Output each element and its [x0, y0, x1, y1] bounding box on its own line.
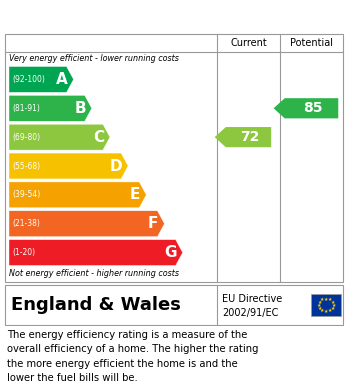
Polygon shape — [215, 127, 271, 147]
Text: ★: ★ — [320, 297, 324, 302]
Text: ★: ★ — [317, 305, 322, 310]
Text: 2002/91/EC: 2002/91/EC — [222, 308, 278, 317]
Text: ★: ★ — [327, 308, 332, 313]
Polygon shape — [274, 98, 338, 118]
Text: (92-100): (92-100) — [12, 75, 45, 84]
Polygon shape — [9, 240, 183, 265]
Text: ★: ★ — [330, 300, 335, 305]
Text: EU Directive: EU Directive — [222, 294, 282, 304]
Text: Energy Efficiency Rating: Energy Efficiency Rating — [12, 9, 222, 23]
Text: Very energy efficient - lower running costs: Very energy efficient - lower running co… — [9, 54, 179, 63]
Text: England & Wales: England & Wales — [11, 296, 181, 314]
Polygon shape — [9, 153, 128, 179]
Text: D: D — [110, 158, 122, 174]
Text: Not energy efficient - higher running costs: Not energy efficient - higher running co… — [9, 269, 179, 278]
Text: C: C — [93, 130, 104, 145]
Text: (1-20): (1-20) — [12, 248, 35, 257]
Text: (39-54): (39-54) — [12, 190, 40, 199]
Text: B: B — [74, 101, 86, 116]
Text: ★: ★ — [330, 305, 335, 310]
Polygon shape — [9, 211, 165, 237]
Polygon shape — [9, 66, 73, 92]
Polygon shape — [9, 182, 146, 208]
Text: (81-91): (81-91) — [12, 104, 40, 113]
Text: (69-80): (69-80) — [12, 133, 40, 142]
Text: (55-68): (55-68) — [12, 161, 40, 170]
Polygon shape — [9, 95, 92, 121]
Text: ★: ★ — [316, 303, 321, 307]
Text: G: G — [164, 245, 177, 260]
Text: E: E — [130, 187, 140, 203]
Text: ★: ★ — [317, 300, 322, 305]
Text: Potential: Potential — [290, 38, 333, 48]
Text: 72: 72 — [240, 130, 260, 144]
Text: ★: ★ — [331, 303, 336, 307]
Text: Current: Current — [230, 38, 267, 48]
Text: (21-38): (21-38) — [12, 219, 40, 228]
Text: F: F — [148, 216, 158, 231]
Text: ★: ★ — [327, 297, 332, 302]
Bar — [311, 294, 341, 316]
Text: ★: ★ — [324, 296, 328, 301]
Text: The energy efficiency rating is a measure of the
overall efficiency of a home. T: The energy efficiency rating is a measur… — [7, 330, 259, 383]
Text: ★: ★ — [324, 308, 328, 314]
Text: A: A — [56, 72, 68, 87]
Polygon shape — [9, 124, 110, 150]
Text: 85: 85 — [303, 101, 323, 115]
Text: ★: ★ — [320, 308, 324, 313]
